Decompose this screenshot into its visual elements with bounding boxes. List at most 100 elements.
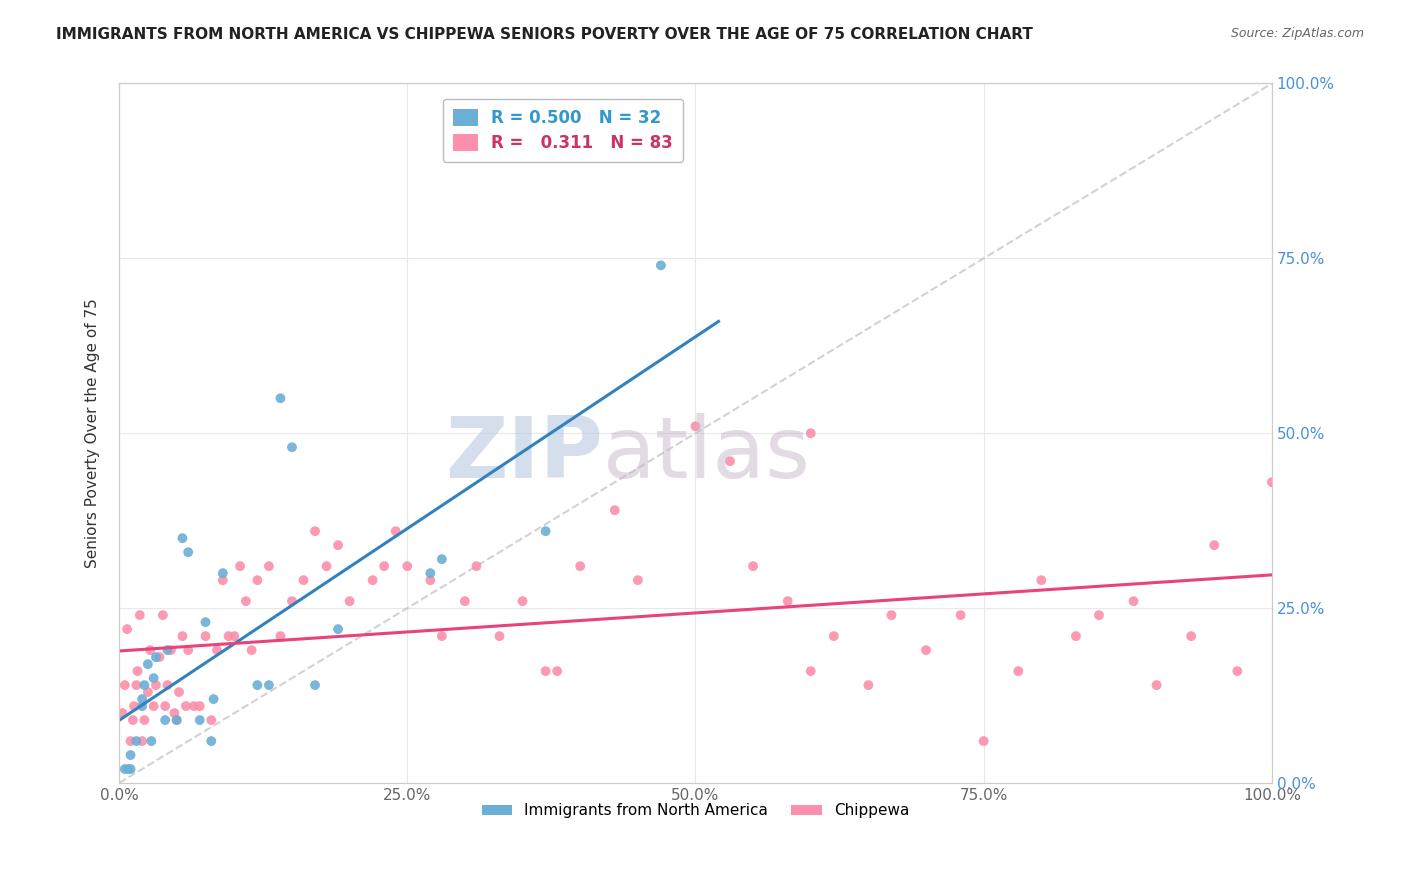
Point [194,615,217,629]
Point [134,713,156,727]
Point [465,559,488,574]
Point [257,559,280,574]
Point [120,734,142,748]
Y-axis label: Seniors Poverty Over the Age of 75: Seniors Poverty Over the Age of 75 [86,298,100,568]
Point [627,573,650,587]
Point [246,678,269,692]
Point [177,643,200,657]
Point [224,629,246,643]
Point [742,559,765,574]
Point [153,699,176,714]
Point [430,552,453,566]
Point [145,650,167,665]
Point [131,734,153,748]
Point [1122,594,1144,608]
Point [384,524,406,538]
Point [430,629,453,643]
Point [134,678,156,692]
Point [512,594,534,608]
Point [120,762,142,776]
Point [188,699,211,714]
Point [141,734,163,748]
Point [292,573,315,587]
Point [111,706,134,720]
Point [152,608,174,623]
Point [156,643,179,657]
Text: atlas: atlas [603,413,811,496]
Point [569,559,592,574]
Point [211,566,233,581]
Text: IMMIGRANTS FROM NORTH AMERICA VS CHIPPEWA SENIORS POVERTY OVER THE AGE OF 75 COR: IMMIGRANTS FROM NORTH AMERICA VS CHIPPEW… [56,27,1033,42]
Point [257,678,280,692]
Point [160,643,183,657]
Point [304,524,326,538]
Point [202,692,225,706]
Point [880,608,903,623]
Point [718,454,741,468]
Point [125,678,148,692]
Point [326,622,349,636]
Point [1031,573,1053,587]
Point [823,629,845,643]
Point [269,391,291,405]
Point [339,594,361,608]
Point [603,503,626,517]
Point [776,594,799,608]
Point [685,419,707,434]
Point [419,573,441,587]
Legend: Immigrants from North America, Chippewa: Immigrants from North America, Chippewa [475,797,915,824]
Point [128,608,150,623]
Point [419,566,441,581]
Point [1204,538,1226,552]
Point [858,678,880,692]
Point [281,594,304,608]
Point [269,629,291,643]
Point [145,678,167,692]
Point [361,573,384,587]
Point [229,559,252,574]
Point [534,664,557,678]
Point [136,657,159,672]
Point [142,699,165,714]
Point [127,664,149,678]
Point [122,713,145,727]
Point [153,713,176,727]
Point [315,559,337,574]
Point [915,643,938,657]
Point [373,559,395,574]
Point [546,664,568,678]
Point [650,258,672,272]
Point [142,671,165,685]
Point [114,678,136,692]
Point [800,664,823,678]
Point [973,734,995,748]
Point [172,531,194,545]
Point [1261,475,1284,490]
Point [1180,629,1202,643]
Point [281,440,304,454]
Point [125,734,148,748]
Point [235,594,257,608]
Text: ZIP: ZIP [446,413,603,496]
Point [122,699,145,714]
Point [1146,678,1168,692]
Point [326,538,349,552]
Point [156,678,179,692]
Point [183,699,205,714]
Point [949,608,972,623]
Point [218,629,240,643]
Point [139,643,162,657]
Point [1226,664,1249,678]
Point [174,699,197,714]
Point [1088,608,1111,623]
Point [115,622,138,636]
Point [246,573,269,587]
Point [166,713,188,727]
Point [188,713,211,727]
Point [131,692,153,706]
Point [205,643,228,657]
Point [1064,629,1087,643]
Point [120,747,142,762]
Point [488,629,510,643]
Point [163,706,186,720]
